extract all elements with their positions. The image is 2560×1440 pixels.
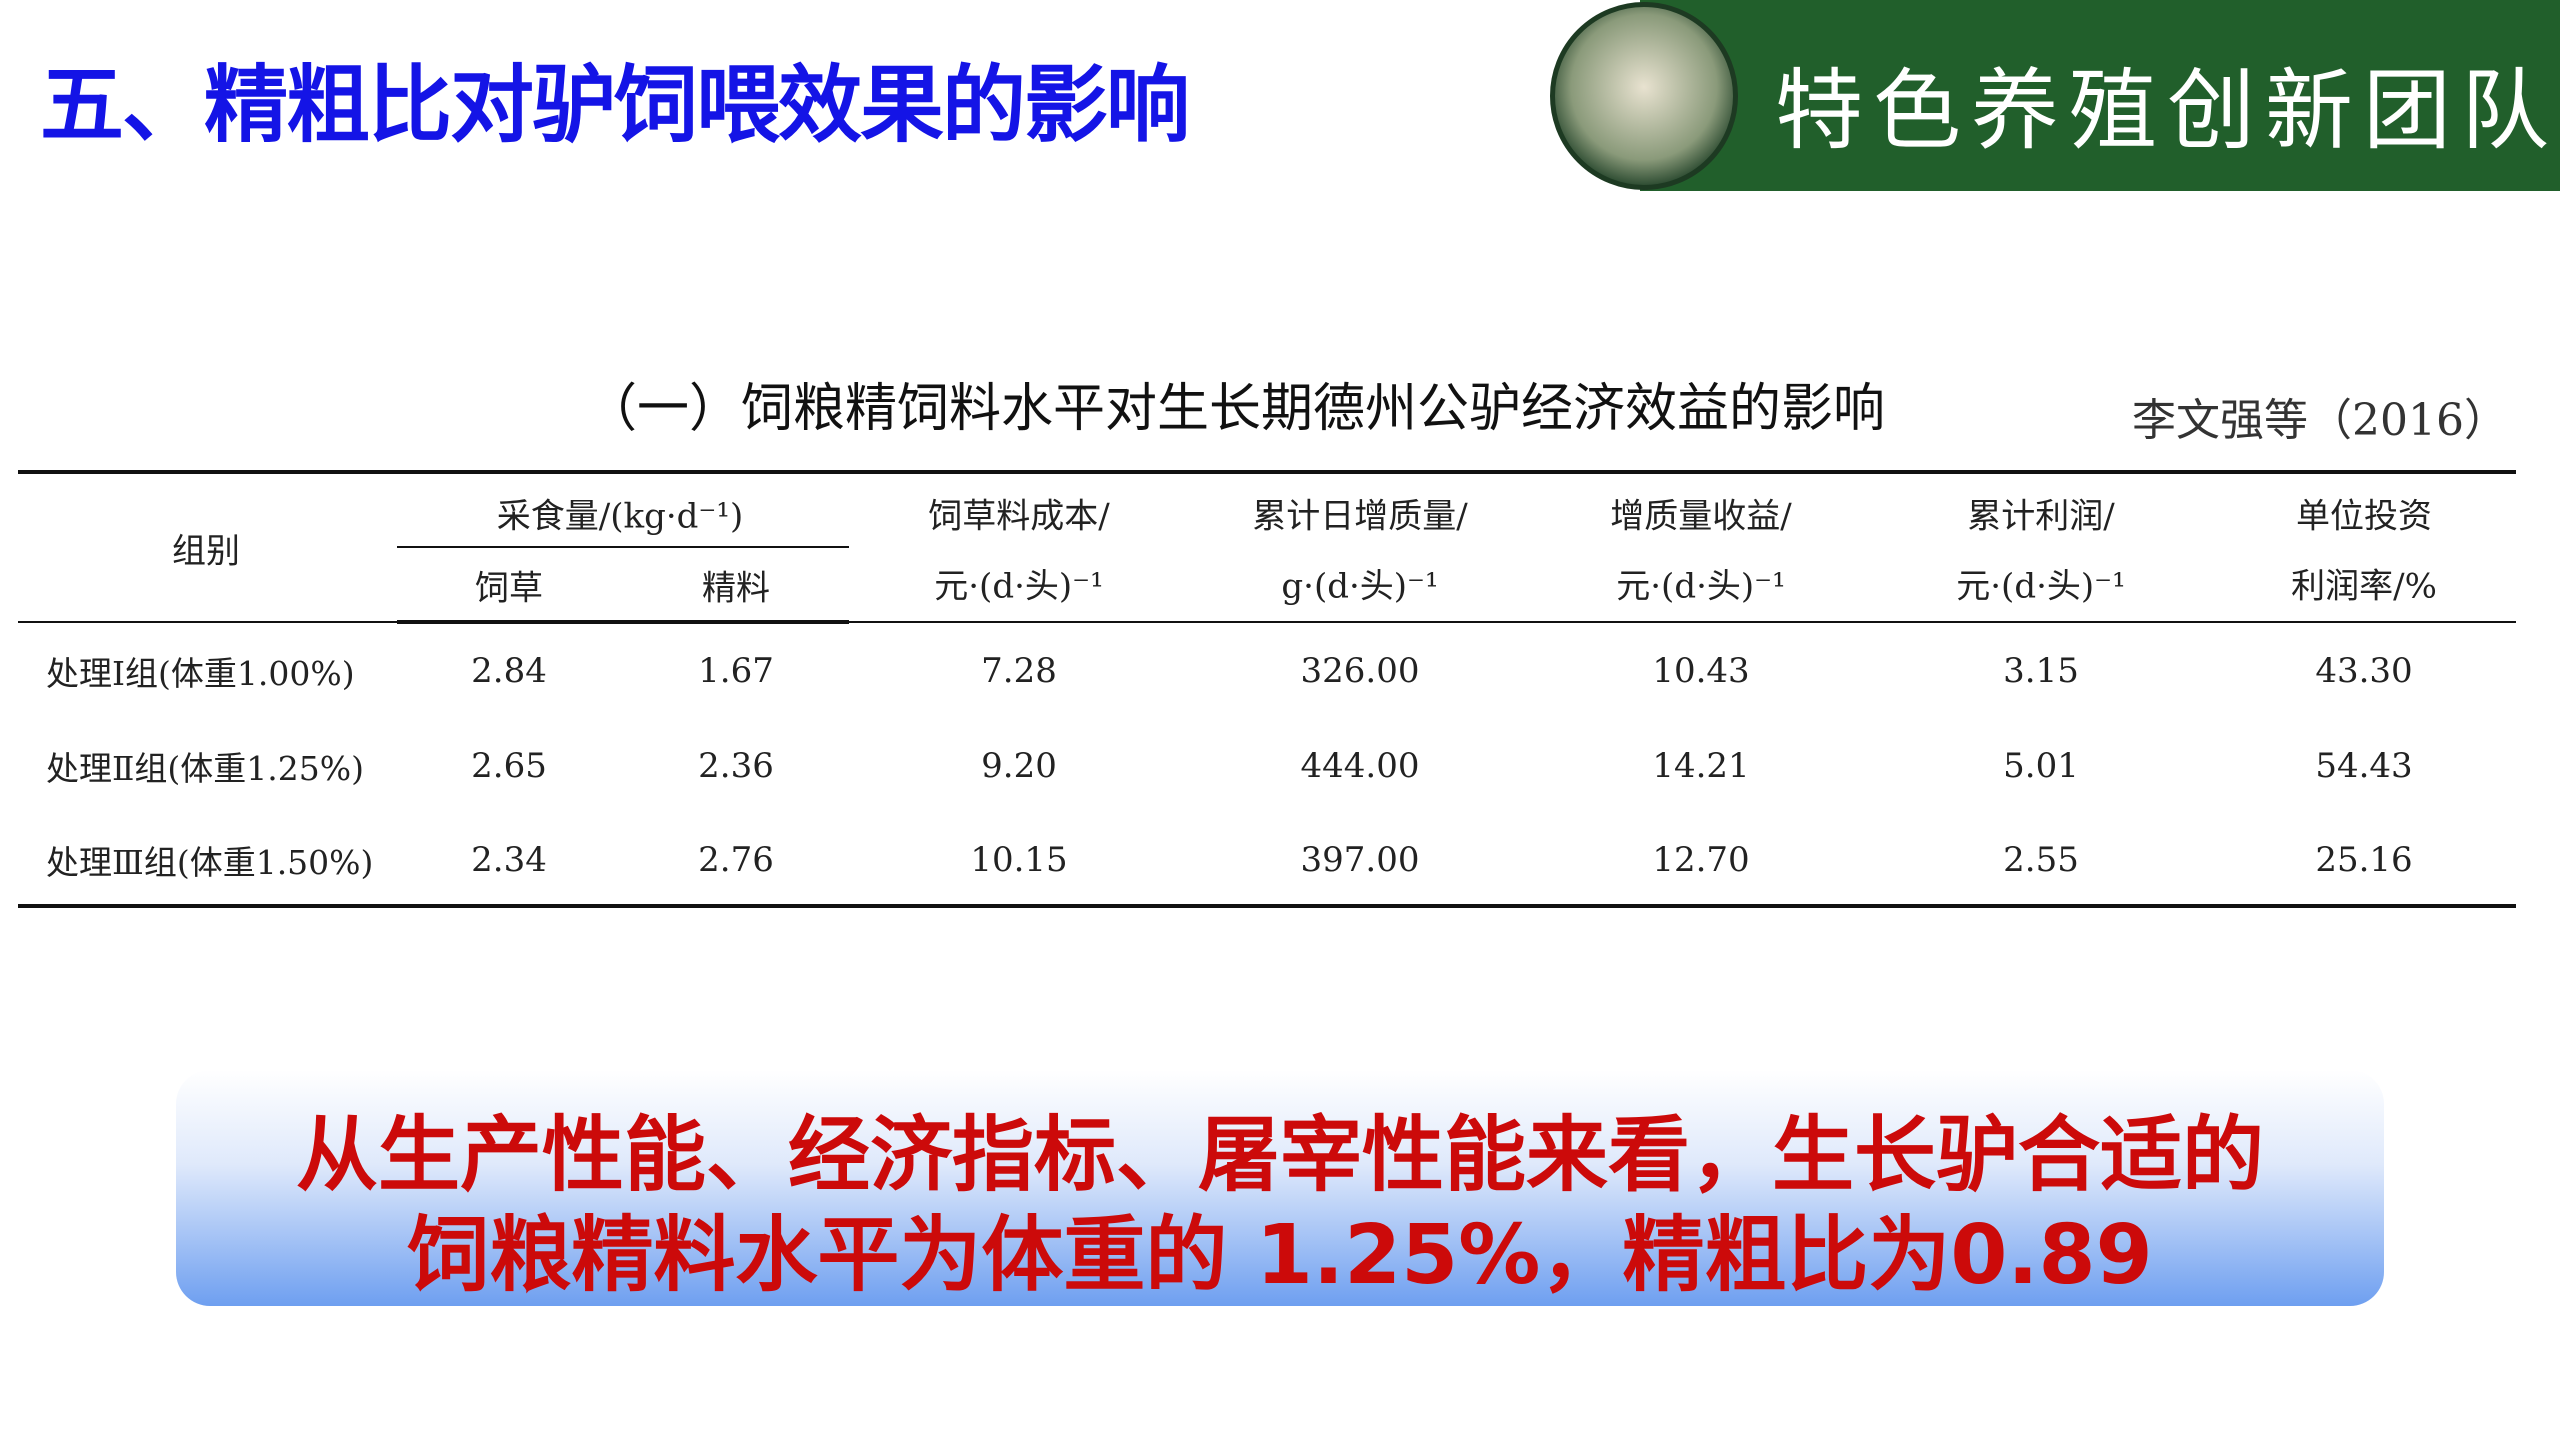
header-gain: 累计日增质量/ bbox=[1252, 496, 1468, 537]
header-intake: 采食量/(kg·d⁻¹) bbox=[496, 496, 744, 537]
header-revenue: 增质量收益/ bbox=[1610, 496, 1792, 537]
header-profit-unit: 元·(d·头)⁻¹ bbox=[1956, 566, 2126, 607]
conclusion-box bbox=[176, 1070, 2384, 1306]
header-gain-unit: g·(d·头)⁻¹ bbox=[1281, 566, 1439, 607]
table-cell: 397.00 bbox=[1300, 840, 1420, 880]
table-bottom-rule bbox=[18, 904, 2516, 908]
table-source: 李文强等（2016） bbox=[2132, 395, 2508, 446]
table-title: （一）饲粮精饲料水平对生长期德州公驴经济效益的影响 bbox=[585, 379, 1886, 439]
header-cost: 饲草料成本/ bbox=[928, 496, 1110, 537]
table-cell: 3.15 bbox=[2003, 651, 2079, 691]
slide-title: 五、精粗比对驴饲喂效果的影响 bbox=[40, 56, 1190, 154]
header-rule-bold bbox=[397, 620, 849, 624]
conclusion-line-1: 从生产性能、经济指标、屠宰性能来看，生长驴合适的 bbox=[295, 1108, 2264, 1203]
table-cell: 2.55 bbox=[2003, 840, 2079, 880]
subheader-rule bbox=[397, 546, 849, 548]
row-label: 处理Ⅰ组(体重1.00%) bbox=[46, 654, 355, 693]
row-label: 处理Ⅱ组(体重1.25%) bbox=[46, 749, 365, 788]
table-cell: 2.76 bbox=[698, 840, 774, 880]
table-cell: 14.21 bbox=[1652, 746, 1750, 786]
header-concentrate: 精料 bbox=[702, 568, 770, 609]
table-cell: 1.67 bbox=[698, 651, 774, 691]
table-cell: 2.65 bbox=[471, 746, 547, 786]
header-revenue-unit: 元·(d·头)⁻¹ bbox=[1616, 566, 1786, 607]
table-top-rule bbox=[18, 470, 2516, 474]
team-name: 特色养殖创新团队 bbox=[1775, 59, 2560, 162]
table-cell: 444.00 bbox=[1300, 746, 1420, 786]
header-forage: 饲草 bbox=[475, 568, 543, 609]
table-cell: 9.20 bbox=[981, 746, 1057, 786]
team-banner bbox=[1640, 0, 2560, 191]
team-logo-icon bbox=[1550, 2, 1738, 190]
conclusion-line-2: 饲粮精料水平为体重的 1.25%，精粗比为0.89 bbox=[407, 1208, 2153, 1303]
table-cell: 54.43 bbox=[2315, 746, 2413, 786]
table-cell: 7.28 bbox=[981, 651, 1057, 691]
header-roi: 单位投资 bbox=[2296, 496, 2432, 537]
table-cell: 326.00 bbox=[1300, 651, 1420, 691]
header-group: 组别 bbox=[172, 531, 240, 572]
table-cell: 12.70 bbox=[1652, 840, 1750, 880]
table-cell: 25.16 bbox=[2315, 840, 2413, 880]
table-cell: 10.43 bbox=[1652, 651, 1750, 691]
row-label: 处理Ⅲ组(体重1.50%) bbox=[46, 843, 374, 882]
table-cell: 5.01 bbox=[2003, 746, 2079, 786]
header-rule bbox=[18, 621, 2516, 623]
header-cost-unit: 元·(d·头)⁻¹ bbox=[934, 566, 1104, 607]
table-cell: 10.15 bbox=[970, 840, 1068, 880]
header-roi-unit: 利润率/% bbox=[2291, 566, 2437, 607]
table-cell: 2.84 bbox=[471, 651, 547, 691]
table-cell: 2.34 bbox=[471, 840, 547, 880]
table-cell: 43.30 bbox=[2315, 651, 2413, 691]
table-cell: 2.36 bbox=[698, 746, 774, 786]
header-profit: 累计利润/ bbox=[1967, 496, 2115, 537]
